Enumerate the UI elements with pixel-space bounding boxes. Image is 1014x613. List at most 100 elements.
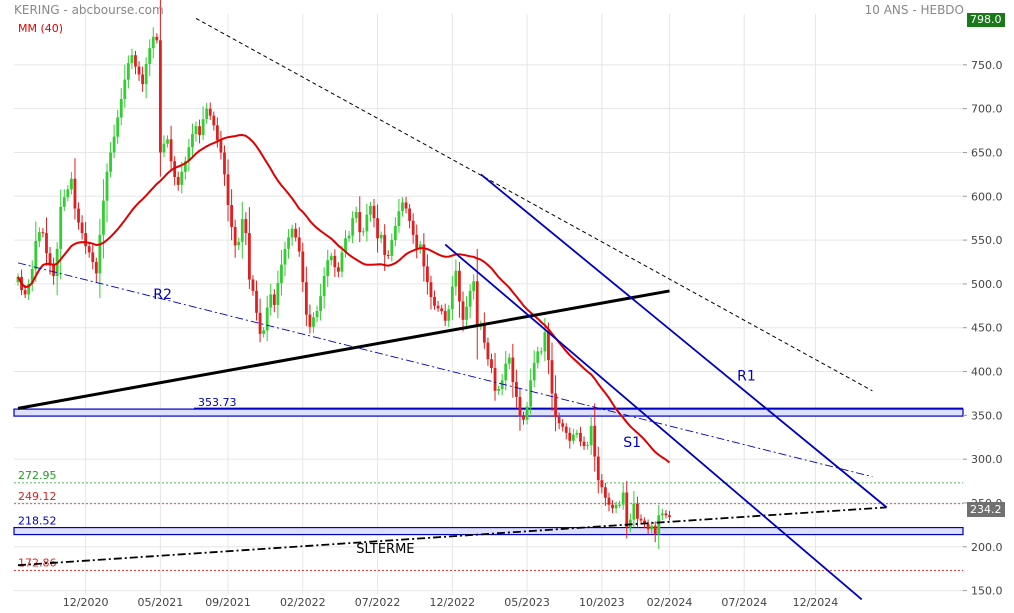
- candle-body: [593, 425, 597, 457]
- x-tick-label: 05/2023: [504, 596, 550, 609]
- candle-body: [191, 134, 194, 148]
- candle-body: [358, 212, 362, 233]
- candle-body: [255, 290, 258, 313]
- candle-body: [539, 351, 543, 353]
- candle-body: [532, 362, 536, 381]
- candle-body: [408, 208, 411, 221]
- candle-body: [418, 244, 422, 249]
- candle-body: [404, 202, 408, 209]
- candle-body: [450, 286, 454, 310]
- candle-body: [518, 396, 522, 417]
- candle-body: [383, 234, 387, 255]
- candle-body: [571, 434, 575, 441]
- candle-body: [112, 136, 116, 153]
- y-tick-label: 550.0: [971, 234, 1003, 247]
- candle-body: [515, 382, 518, 397]
- candle-body: [337, 267, 340, 272]
- candle-body: [166, 139, 169, 144]
- moving-average-line: [17, 133, 671, 464]
- x-tick-label: 09/2021: [205, 596, 251, 609]
- candle-body: [447, 309, 451, 321]
- y-tick-label: 700.0: [971, 103, 1003, 116]
- candle-body: [468, 290, 472, 307]
- candle-body: [155, 36, 159, 41]
- candle-body: [329, 255, 333, 261]
- chart-annotations: R2 R1 S1 SLTERME: [153, 287, 755, 557]
- candle-body: [123, 79, 127, 100]
- candle-body: [287, 237, 290, 249]
- candle-body: [561, 423, 565, 427]
- candle-body: [351, 218, 355, 236]
- candle-body: [283, 248, 287, 265]
- level-label: 272.95: [18, 469, 57, 482]
- y-tick-label: 300.0: [971, 453, 1003, 466]
- candle-body: [511, 357, 515, 383]
- candle-body: [411, 220, 415, 235]
- y-tick-label: 150.0: [971, 585, 1003, 598]
- candle-body: [536, 351, 540, 363]
- candle-body: [23, 290, 27, 295]
- x-axis: 12/2020 05/2021 09/2021 02/2022 07/2022 12/20…: [63, 596, 839, 609]
- candle-body: [91, 252, 95, 262]
- candle-body: [443, 311, 447, 321]
- candle-body: [621, 492, 625, 505]
- y-tick-label: 200.0: [971, 541, 1003, 554]
- candle-body: [497, 389, 500, 391]
- level-label: 218.52: [18, 515, 57, 528]
- candle-body: [354, 212, 358, 219]
- x-tick-label: 02/2022: [280, 596, 326, 609]
- candle-body: [269, 294, 273, 308]
- trend-line-channel-bottom: [444, 243, 863, 601]
- candle-body: [393, 226, 397, 241]
- candle-body: [73, 178, 77, 209]
- annotation-r1: R1: [737, 368, 756, 384]
- moving-average-label: MM (40): [18, 22, 64, 35]
- candle-body: [16, 276, 20, 283]
- candle-body: [272, 294, 276, 305]
- candle-body: [390, 240, 394, 256]
- candle-body: [575, 432, 579, 435]
- candle-body: [141, 74, 144, 85]
- candle-body: [248, 233, 251, 280]
- candle-body: [618, 504, 622, 506]
- candle-body: [194, 126, 198, 135]
- candle-body: [126, 63, 130, 80]
- candle-body: [554, 393, 557, 418]
- candle-body: [41, 232, 45, 234]
- candle-body: [62, 197, 66, 207]
- candle-body: [280, 264, 283, 284]
- candle-body: [614, 504, 618, 509]
- candle-body: [162, 143, 166, 153]
- candle-body: [290, 228, 294, 238]
- candle-body: [543, 332, 547, 352]
- candle-body: [87, 246, 91, 253]
- y-tick-label: 600.0: [971, 190, 1003, 203]
- y-tick-label: 350.0: [971, 409, 1003, 422]
- candle-body: [37, 232, 41, 241]
- candle-body: [201, 119, 205, 135]
- candle-body: [187, 147, 191, 162]
- annotation-r2: R2: [153, 287, 172, 303]
- candle-body: [433, 297, 436, 306]
- candle-body: [237, 241, 241, 246]
- candle-body: [251, 279, 255, 291]
- candle-body: [297, 237, 301, 252]
- candle-body: [361, 231, 365, 233]
- candle-body: [322, 276, 326, 297]
- candle-body: [258, 312, 262, 334]
- candle-body: [148, 48, 152, 64]
- x-tick-label: 12/2022: [429, 596, 475, 609]
- candle-body: [159, 40, 162, 153]
- candle-body: [401, 202, 404, 212]
- candle-body: [611, 504, 614, 509]
- candle-body: [52, 265, 55, 277]
- last-price-tag: 234.2: [967, 502, 1005, 517]
- candle-body: [604, 487, 607, 498]
- candle-body: [600, 480, 604, 488]
- candle-body: [522, 416, 525, 420]
- candle-body: [144, 63, 148, 85]
- candle-body: [151, 36, 155, 49]
- candle-body: [233, 226, 237, 246]
- trend-line-dashed-long-resistance: [195, 17, 873, 392]
- candle-body: [461, 301, 465, 320]
